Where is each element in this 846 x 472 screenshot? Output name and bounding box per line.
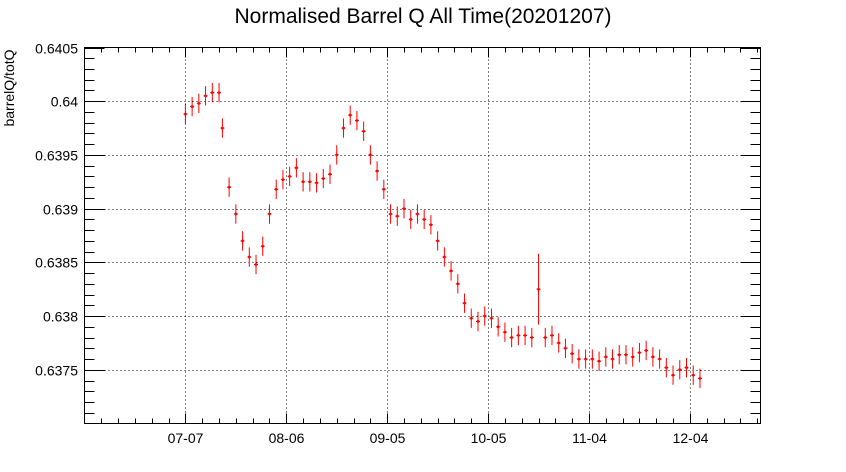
data-point bbox=[375, 169, 379, 173]
x-tick-label: 09-05 bbox=[370, 430, 406, 446]
data-point bbox=[362, 129, 366, 133]
data-point bbox=[449, 269, 453, 273]
data-point bbox=[301, 180, 305, 184]
y-tick-label: 0.64 bbox=[51, 94, 78, 110]
data-point bbox=[220, 126, 224, 130]
data-point bbox=[557, 341, 561, 345]
data-point bbox=[664, 366, 668, 370]
data-point bbox=[631, 355, 635, 359]
data-point bbox=[234, 212, 238, 216]
data-point bbox=[382, 187, 386, 191]
data-point bbox=[241, 239, 244, 243]
y-tick-label: 0.6405 bbox=[35, 41, 78, 57]
tick-layer: 07-07 08-06 09-05 10-05 11-04 12-04 0.6375 0.63… bbox=[35, 41, 761, 446]
data-point bbox=[183, 112, 187, 116]
chart-title: Normalised Barrel Q All Time(20201207) bbox=[235, 5, 612, 28]
data-point bbox=[328, 172, 332, 176]
data-point bbox=[537, 287, 540, 291]
data-point bbox=[321, 177, 325, 180]
data-point bbox=[503, 330, 507, 334]
data-point bbox=[355, 119, 359, 122]
data-point bbox=[315, 181, 318, 185]
y-tick-label: 0.6385 bbox=[35, 255, 78, 271]
data-point bbox=[483, 314, 487, 318]
data-point bbox=[389, 212, 392, 216]
data-point bbox=[530, 336, 534, 339]
data-point bbox=[651, 355, 655, 359]
data-point bbox=[247, 255, 251, 259]
data-point bbox=[678, 368, 682, 372]
y-axis-label: barrelQ/totQ bbox=[1, 49, 17, 126]
data-point bbox=[335, 153, 339, 157]
data-point bbox=[570, 352, 574, 356]
data-point bbox=[490, 316, 493, 320]
data-point bbox=[597, 359, 601, 363]
data-point bbox=[197, 101, 201, 105]
data-point bbox=[671, 373, 675, 377]
y-tick-label: 0.639 bbox=[43, 202, 78, 218]
data-point bbox=[422, 217, 426, 221]
y-tick-label: 0.6375 bbox=[35, 363, 78, 379]
x-tick-label: 12-04 bbox=[673, 430, 709, 446]
data-point bbox=[476, 320, 480, 323]
data-point bbox=[227, 185, 231, 189]
data-point bbox=[691, 373, 695, 377]
data-point bbox=[604, 355, 608, 359]
data-point bbox=[261, 244, 265, 248]
data-point bbox=[496, 325, 500, 329]
data-point bbox=[308, 180, 312, 184]
data-point bbox=[442, 255, 446, 259]
data-layer bbox=[183, 82, 702, 389]
data-point bbox=[516, 334, 520, 337]
data-point bbox=[584, 357, 588, 361]
x-tick-label: 07-07 bbox=[168, 430, 204, 446]
data-point bbox=[564, 346, 567, 350]
data-point bbox=[210, 91, 214, 95]
plot-frame bbox=[84, 47, 761, 424]
data-point bbox=[288, 175, 292, 178]
data-point bbox=[409, 217, 413, 221]
x-tick-label: 10-05 bbox=[471, 430, 507, 446]
data-point bbox=[274, 187, 278, 191]
data-point bbox=[368, 153, 372, 157]
data-point bbox=[342, 126, 345, 130]
data-point bbox=[348, 113, 352, 117]
y-tick-label: 0.638 bbox=[43, 309, 78, 325]
data-point bbox=[658, 357, 662, 361]
data-point bbox=[204, 94, 207, 98]
data-point bbox=[436, 239, 440, 243]
data-point bbox=[190, 105, 194, 108]
data-point bbox=[644, 349, 648, 352]
data-point bbox=[395, 214, 399, 218]
data-point bbox=[469, 316, 473, 320]
data-point bbox=[268, 212, 271, 216]
data-point bbox=[611, 357, 614, 361]
data-point bbox=[590, 357, 594, 361]
data-point bbox=[685, 366, 688, 370]
data-point bbox=[617, 353, 621, 357]
data-point bbox=[577, 357, 581, 361]
data-point bbox=[543, 336, 547, 339]
grid-layer bbox=[84, 47, 761, 424]
x-tick-label: 11-04 bbox=[572, 430, 607, 446]
data-point bbox=[281, 178, 285, 182]
data-point bbox=[294, 166, 298, 170]
x-tick-label: 08-06 bbox=[269, 430, 305, 446]
data-point bbox=[217, 91, 221, 95]
data-point bbox=[550, 334, 554, 337]
data-point bbox=[402, 207, 406, 211]
data-point bbox=[456, 282, 460, 286]
y-tick-label: 0.6395 bbox=[35, 148, 78, 164]
data-point bbox=[523, 334, 527, 337]
data-point bbox=[463, 301, 466, 305]
data-point bbox=[254, 263, 258, 266]
data-point bbox=[416, 212, 419, 216]
data-point bbox=[638, 351, 641, 354]
data-point bbox=[698, 376, 702, 380]
data-point bbox=[429, 223, 433, 227]
data-point bbox=[624, 353, 628, 357]
data-point bbox=[510, 336, 514, 339]
